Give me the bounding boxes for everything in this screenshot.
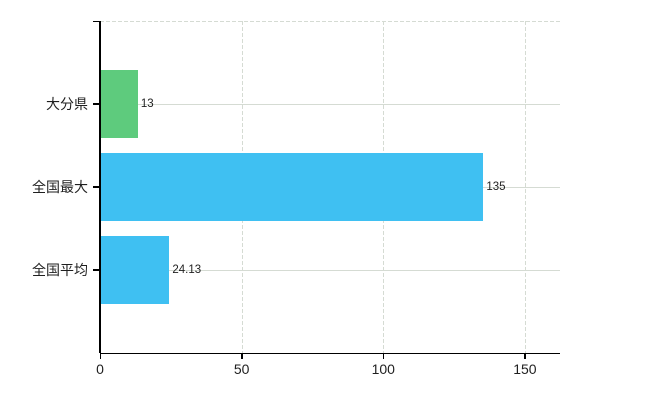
bar-2 xyxy=(101,236,170,304)
bar-1 xyxy=(101,153,484,221)
x-tick-label-0: 0 xyxy=(96,361,104,377)
horizontal-gridline-2 xyxy=(100,269,560,271)
horizontal-gridline-0 xyxy=(100,103,560,105)
y-axis-top-tick xyxy=(93,20,100,22)
bar-value-label-1: 135 xyxy=(486,181,506,193)
x-axis-tick-150 xyxy=(524,353,526,359)
x-axis-tick-100 xyxy=(382,353,385,359)
y-axis-tick-1 xyxy=(93,186,100,188)
x-axis-tick-50 xyxy=(241,353,243,359)
x-tick-label-50: 50 xyxy=(233,361,250,377)
y-axis-tick-0 xyxy=(93,103,100,105)
bar-value-label-0: 13 xyxy=(140,98,154,110)
x-tick-label-150: 150 xyxy=(513,361,537,377)
category-label-2: 全国平均 xyxy=(32,262,88,278)
x-axis-tick-0 xyxy=(99,353,101,359)
x-tick-label-100: 100 xyxy=(371,361,395,377)
x-axis-line xyxy=(100,352,560,354)
category-label-1: 全国最大 xyxy=(32,179,88,195)
plot-area: 13 135 24.13 xyxy=(100,21,560,353)
y-axis-tick-2 xyxy=(93,269,100,271)
category-label-0: 大分県 xyxy=(46,96,88,112)
bar-0 xyxy=(101,70,138,138)
bar-value-label-2: 24.13 xyxy=(172,264,202,276)
plot-top-border xyxy=(100,21,560,22)
